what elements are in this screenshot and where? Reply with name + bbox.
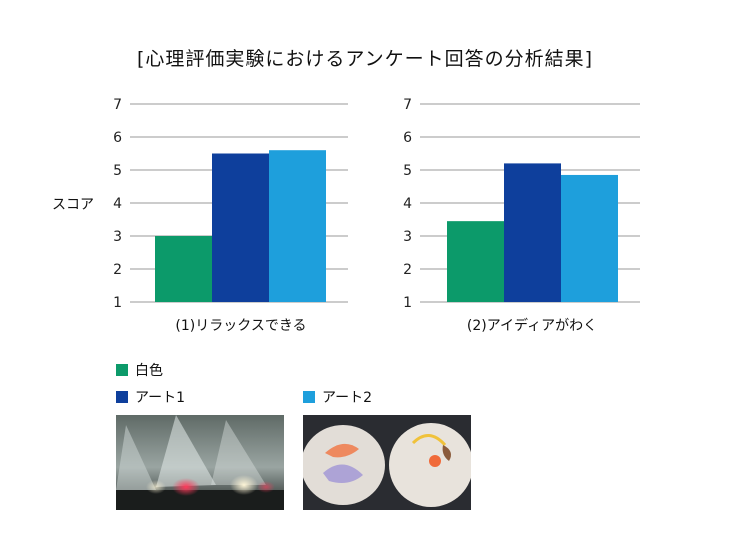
legend-label-art2: アート2: [322, 390, 373, 406]
y-tick-label: 2: [113, 262, 122, 278]
y-axis-label: スコア: [52, 197, 94, 213]
y-tick-label: 5: [113, 163, 122, 179]
bar-art1: [212, 153, 269, 302]
bar-art1: [504, 163, 561, 302]
bar-art2: [561, 174, 618, 302]
y-tick-label: 3: [403, 229, 412, 245]
y-tick-label: 4: [113, 196, 122, 212]
charts-area: 1 2 3 4 5 6 7 (1)リラックスできる 1 2 3 4 5 6 7 (2)アイディアがわく: [113, 97, 640, 334]
legend-label-art1: アート1: [135, 390, 186, 406]
y-tick-label: 6: [403, 130, 412, 146]
photo-art2: [303, 415, 471, 510]
chart-title: [心理評価実験におけるアンケート回答の分析結果]: [136, 48, 594, 70]
y-tick-label: 2: [403, 262, 412, 278]
y-tick-label: 1: [403, 295, 412, 311]
y-tick-label: 3: [113, 229, 122, 245]
bar-art2: [269, 150, 326, 302]
chart-caption: (1)リラックスできる: [175, 318, 306, 334]
bar-white: [447, 221, 504, 302]
y-tick-label: 1: [113, 295, 122, 311]
y-tick-label: 6: [113, 130, 122, 146]
y-tick-label: 7: [113, 97, 122, 113]
y-tick-label: 4: [403, 196, 412, 212]
photo-art1: [116, 415, 284, 510]
legend-item-art2: アート2: [303, 387, 372, 407]
bar-white: [155, 236, 212, 302]
legend-swatch-art1: [116, 391, 128, 403]
legend-item-white: 白色: [116, 360, 163, 380]
legend-label-white: 白色: [135, 363, 163, 379]
legend-swatch-art2: [303, 391, 315, 403]
y-tick-label: 5: [403, 163, 412, 179]
legend-swatch-white: [116, 364, 128, 376]
chart-caption: (2)アイディアがわく: [467, 317, 597, 334]
y-tick-label: 7: [403, 97, 412, 113]
legend-item-art1: アート1: [116, 387, 185, 407]
